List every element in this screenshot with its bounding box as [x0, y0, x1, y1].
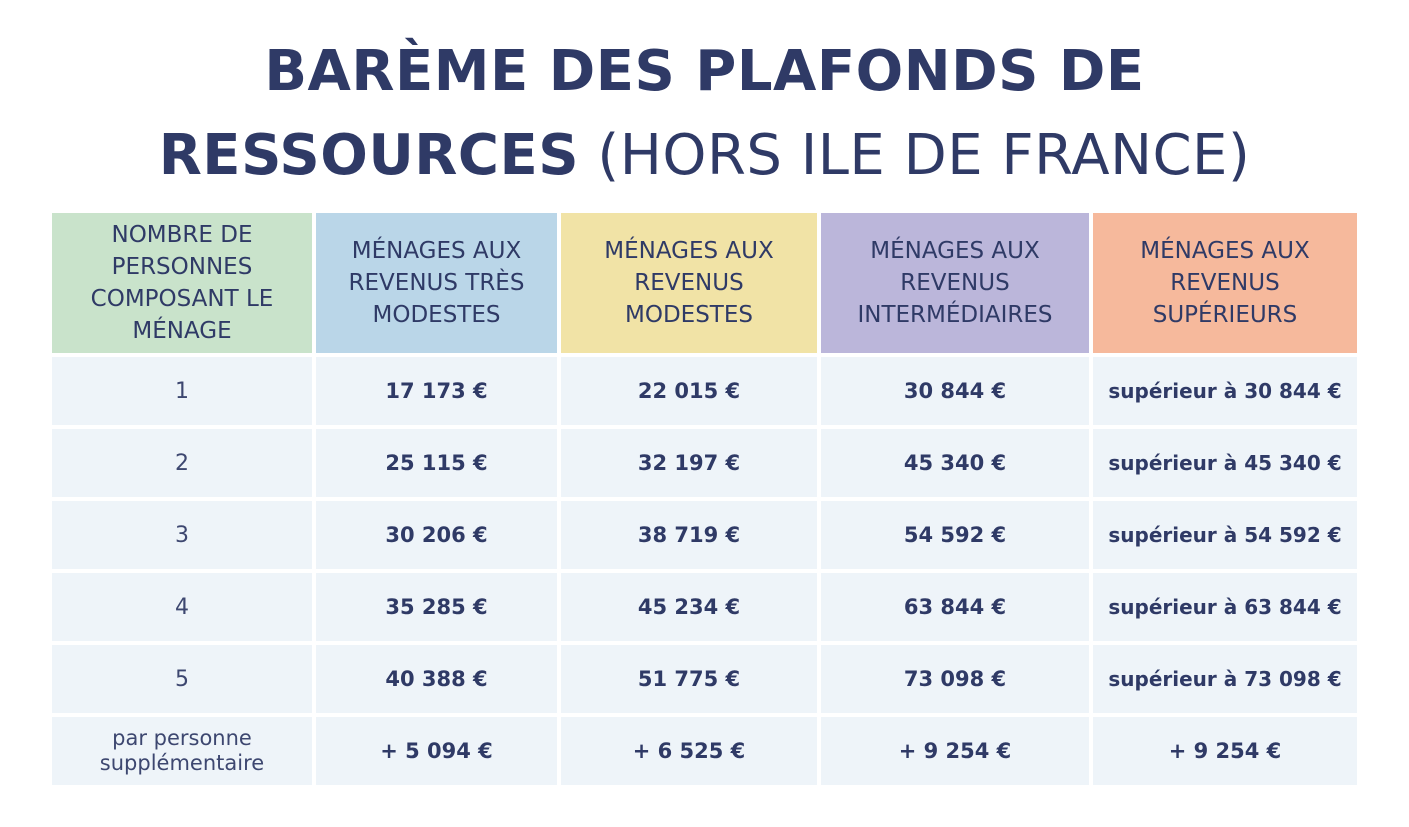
cell-very-modest: 30 206 €	[316, 501, 557, 569]
income-ceiling-table: NOMBRE DE PERSONNES COMPOSANT LE MÉNAGE …	[48, 209, 1361, 789]
cell-very-modest: 35 285 €	[316, 573, 557, 641]
cell-household-size: 3	[52, 501, 312, 569]
cell-modest: 22 015 €	[561, 357, 817, 425]
table-row: 3 30 206 € 38 719 € 54 592 € supérieur à…	[52, 501, 1357, 569]
cell-modest: 51 775 €	[561, 645, 817, 713]
header-superior: MÉNAGES AUX REVENUS SUPÉRIEURS	[1093, 213, 1357, 353]
cell-superior: supérieur à 54 592 €	[1093, 501, 1357, 569]
header-modest: MÉNAGES AUX REVENUS MODESTES	[561, 213, 817, 353]
cell-modest: + 6 525 €	[561, 717, 817, 785]
cell-superior: supérieur à 73 098 €	[1093, 645, 1357, 713]
cell-household-size: 2	[52, 429, 312, 497]
table-row: 5 40 388 € 51 775 € 73 098 € supérieur à…	[52, 645, 1357, 713]
cell-very-modest: + 5 094 €	[316, 717, 557, 785]
cell-modest: 32 197 €	[561, 429, 817, 497]
cell-intermediate: 45 340 €	[821, 429, 1089, 497]
table-row: par personne supplémentaire + 5 094 € + …	[52, 717, 1357, 785]
cell-household-size: 1	[52, 357, 312, 425]
cell-superior: supérieur à 30 844 €	[1093, 357, 1357, 425]
title-line-1: BARÈME DES PLAFONDS DE	[264, 39, 1145, 104]
cell-intermediate: + 9 254 €	[821, 717, 1089, 785]
cell-very-modest: 17 173 €	[316, 357, 557, 425]
cell-intermediate: 73 098 €	[821, 645, 1089, 713]
cell-very-modest: 25 115 €	[316, 429, 557, 497]
title-line-2-bold: RESSOURCES	[158, 123, 580, 188]
table-row: 2 25 115 € 32 197 € 45 340 € supérieur à…	[52, 429, 1357, 497]
header-very-modest: MÉNAGES AUX REVENUS TRÈS MODESTES	[316, 213, 557, 353]
page-title: BARÈME DES PLAFONDS DE RESSOURCES (HORS …	[0, 30, 1409, 198]
title-line-2: RESSOURCES (HORS ILE DE FRANCE)	[0, 114, 1409, 198]
cell-modest: 38 719 €	[561, 501, 817, 569]
table-row: 4 35 285 € 45 234 € 63 844 € supérieur à…	[52, 573, 1357, 641]
cell-household-size: 5	[52, 645, 312, 713]
title-line-2-normal: (HORS ILE DE FRANCE)	[597, 123, 1251, 188]
cell-intermediate: 54 592 €	[821, 501, 1089, 569]
cell-superior: + 9 254 €	[1093, 717, 1357, 785]
cell-very-modest: 40 388 €	[316, 645, 557, 713]
cell-superior: supérieur à 45 340 €	[1093, 429, 1357, 497]
table-header-row: NOMBRE DE PERSONNES COMPOSANT LE MÉNAGE …	[52, 213, 1357, 353]
cell-superior: supérieur à 63 844 €	[1093, 573, 1357, 641]
cell-household-size: par personne supplémentaire	[52, 717, 312, 785]
header-intermediate: MÉNAGES AUX REVENUS INTERMÉDIAIRES	[821, 213, 1089, 353]
header-household-size: NOMBRE DE PERSONNES COMPOSANT LE MÉNAGE	[52, 213, 312, 353]
cell-household-size: 4	[52, 573, 312, 641]
cell-intermediate: 63 844 €	[821, 573, 1089, 641]
table-row: 1 17 173 € 22 015 € 30 844 € supérieur à…	[52, 357, 1357, 425]
cell-intermediate: 30 844 €	[821, 357, 1089, 425]
cell-modest: 45 234 €	[561, 573, 817, 641]
